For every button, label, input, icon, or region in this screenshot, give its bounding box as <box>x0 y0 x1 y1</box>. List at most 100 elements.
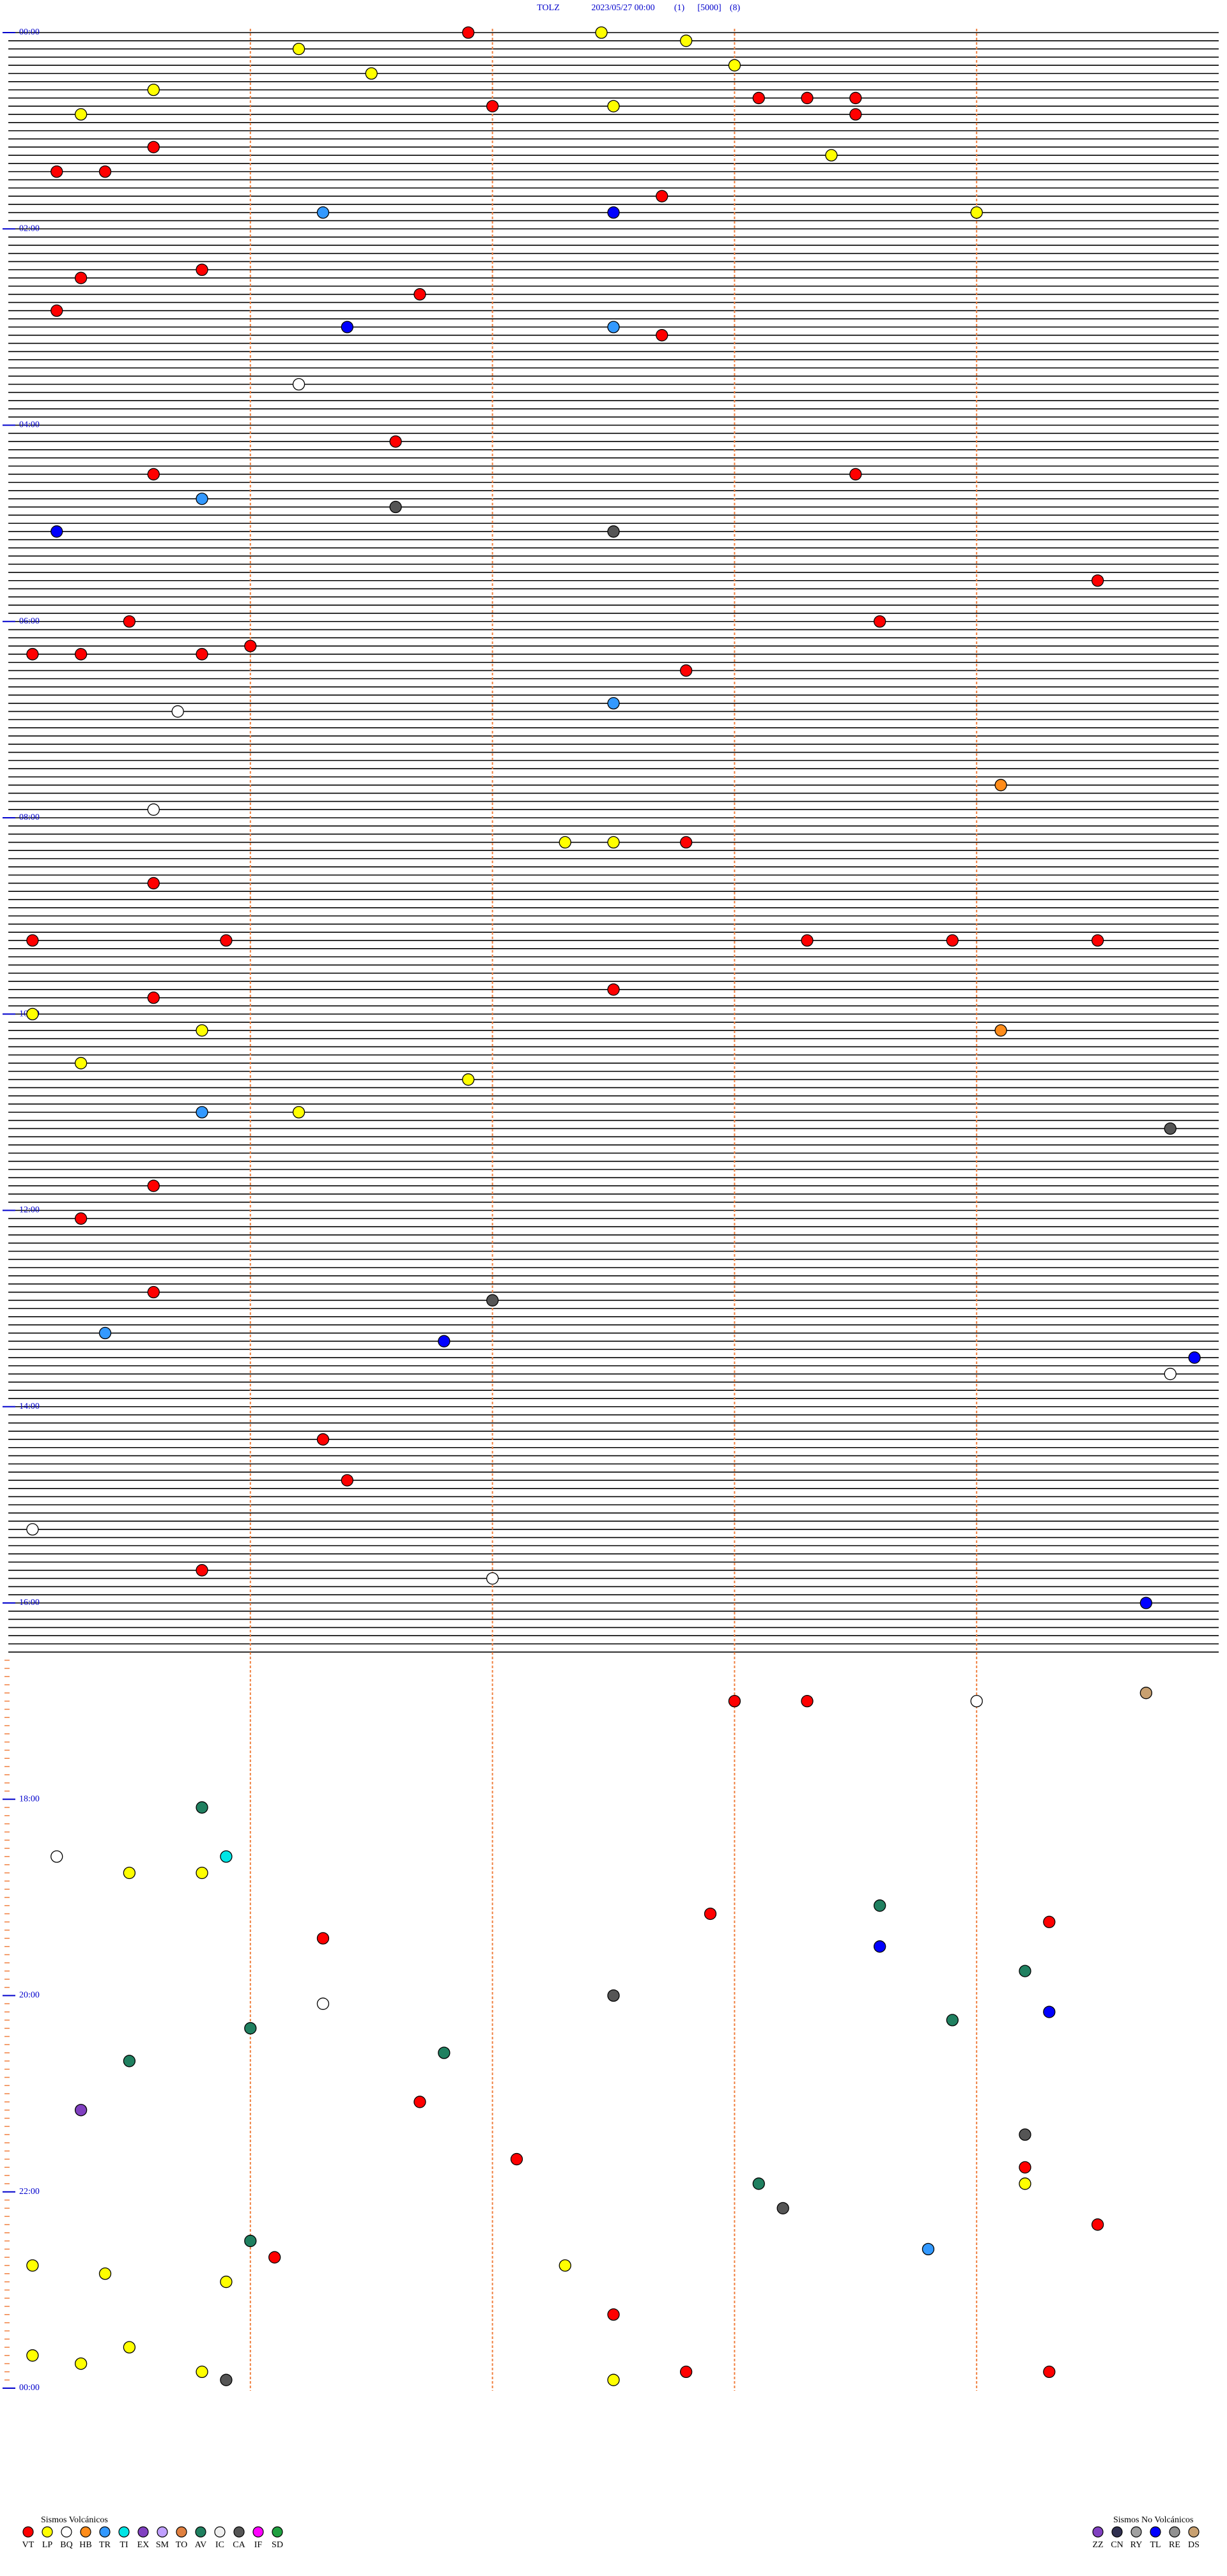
event-marker <box>196 493 208 505</box>
event-marker <box>147 468 160 480</box>
event-marker <box>196 1564 208 1577</box>
event-marker <box>825 149 838 162</box>
legend-label: HB <box>79 2540 91 2550</box>
event-marker <box>994 1024 1007 1037</box>
event-marker <box>559 836 571 849</box>
event-marker <box>74 1212 88 1225</box>
event-marker <box>196 263 208 276</box>
event-marker <box>679 664 693 677</box>
hour-label: 16:00 <box>19 1598 40 1607</box>
event-marker <box>438 2046 451 2059</box>
event-marker <box>946 934 959 947</box>
event-marker <box>196 1801 208 1814</box>
legend-label: CN <box>1111 2540 1123 2550</box>
event-marker <box>510 2152 523 2166</box>
hour-label: 18:00 <box>19 1794 40 1804</box>
event-marker <box>1019 1965 1031 1977</box>
event-marker <box>123 615 136 628</box>
event-marker <box>679 2365 693 2379</box>
legend-marker <box>99 2526 111 2538</box>
event-marker <box>946 2014 959 2027</box>
legend-marker <box>61 2526 72 2538</box>
event-marker <box>147 991 160 1004</box>
legend-label: ZZ <box>1092 2540 1103 2550</box>
event-marker <box>486 1294 499 1307</box>
event-marker <box>74 2357 88 2370</box>
event-marker <box>607 100 620 112</box>
event-marker <box>389 500 402 514</box>
legend-marker <box>118 2526 130 2538</box>
event-marker <box>413 2096 426 2108</box>
event-marker <box>801 934 814 947</box>
event-marker <box>970 206 983 219</box>
legend-marker <box>233 2526 245 2538</box>
event-marker <box>607 836 620 849</box>
event-marker <box>776 2202 789 2215</box>
event-marker <box>1164 1367 1177 1381</box>
legend-marker <box>195 2526 206 2538</box>
event-marker <box>486 1572 499 1585</box>
event-marker <box>607 2308 620 2321</box>
event-marker <box>656 190 668 203</box>
event-marker <box>292 378 305 391</box>
event-marker <box>1043 2005 1056 2018</box>
event-marker <box>801 91 814 105</box>
event-marker <box>1139 1687 1153 1699</box>
event-marker <box>220 934 233 947</box>
event-marker <box>74 648 88 661</box>
legend-marker <box>1150 2526 1161 2538</box>
event-marker <box>316 1997 330 2010</box>
legend-marker <box>252 2526 264 2538</box>
event-marker <box>462 1073 475 1086</box>
event-marker <box>196 1866 208 1880</box>
event-marker <box>171 705 184 718</box>
event-marker <box>1164 1122 1177 1135</box>
hour-label: 00:00 <box>19 2383 40 2393</box>
legend-label: AV <box>195 2540 206 2550</box>
event-marker <box>196 1106 208 1119</box>
event-marker <box>752 91 765 105</box>
event-marker <box>123 2341 136 2354</box>
event-marker <box>704 1907 717 1920</box>
event-marker <box>50 304 63 317</box>
legend-label: TR <box>99 2540 111 2550</box>
event-marker <box>196 648 208 661</box>
hour-label: 02:00 <box>19 224 40 233</box>
event-marker <box>462 26 475 39</box>
event-marker <box>292 1106 305 1119</box>
event-marker <box>874 1940 886 1953</box>
event-marker <box>970 1694 983 1708</box>
event-marker <box>874 1899 886 1912</box>
event-marker <box>74 1057 88 1070</box>
event-marker <box>98 1326 112 1340</box>
legend-label: TI <box>120 2540 128 2550</box>
event-marker <box>607 1989 620 2002</box>
legend-label: RE <box>1169 2540 1180 2550</box>
event-marker <box>123 2055 136 2067</box>
event-marker <box>26 1008 39 1020</box>
event-marker <box>607 697 620 710</box>
legend-marker <box>1092 2526 1104 2538</box>
event-marker <box>147 1285 160 1299</box>
event-marker <box>1188 1351 1201 1364</box>
event-marker <box>98 165 112 178</box>
event-marker <box>316 206 330 219</box>
event-marker <box>438 1335 451 1347</box>
legend-marker <box>22 2526 34 2538</box>
event-marker <box>679 34 693 47</box>
event-marker <box>1091 2218 1104 2231</box>
event-marker <box>98 2267 112 2280</box>
legend-label: IC <box>215 2540 224 2550</box>
event-marker <box>486 100 499 112</box>
hour-label: 08:00 <box>19 813 40 822</box>
event-marker <box>50 1850 63 1863</box>
legend-marker <box>176 2526 187 2538</box>
event-marker <box>26 2259 39 2272</box>
event-marker <box>752 2177 765 2190</box>
event-marker <box>341 321 353 334</box>
date: 2023/05/27 00:00 <box>591 3 654 13</box>
hour-label: 22:00 <box>19 2187 40 2196</box>
title: TOLZ 2023/05/27 00:00 (1) [5000] (8) <box>537 3 740 13</box>
legend-marker <box>42 2526 53 2538</box>
legend-label: SD <box>272 2540 283 2550</box>
